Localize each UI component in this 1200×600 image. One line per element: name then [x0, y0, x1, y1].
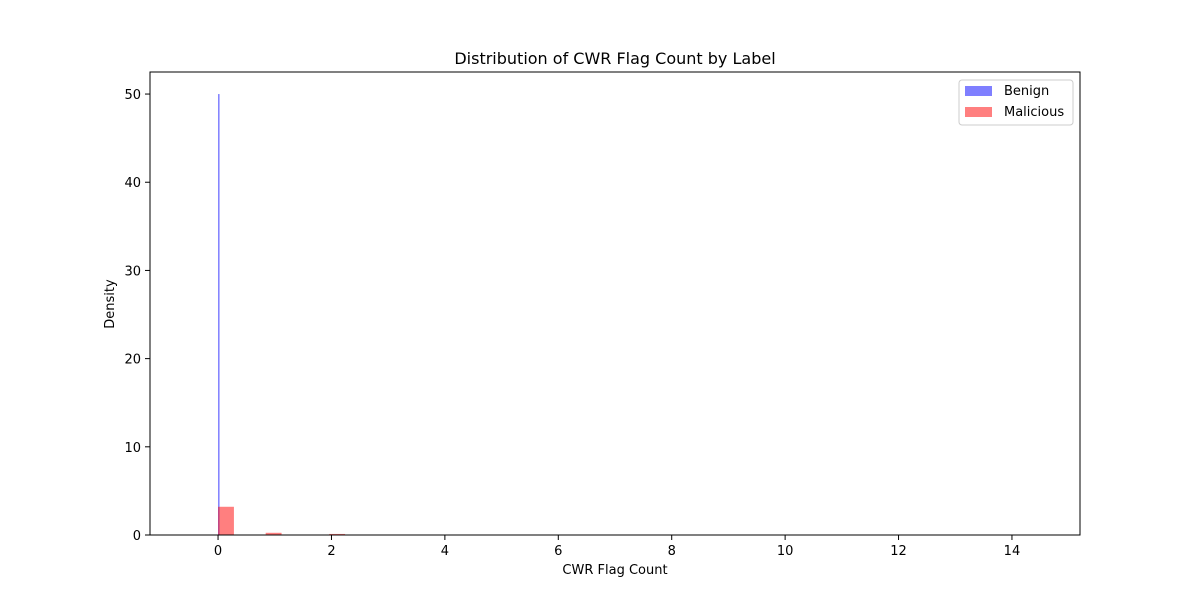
- x-tick-label: 4: [441, 544, 449, 559]
- legend-swatch-malicious: [965, 107, 992, 117]
- chart-title: Distribution of CWR Flag Count by Label: [454, 49, 775, 68]
- y-axis-label: Density: [103, 279, 118, 329]
- x-tick-label: 2: [327, 544, 335, 559]
- y-tick-label: 0: [133, 529, 141, 544]
- x-tick-label: 10: [777, 544, 794, 559]
- x-tick-label: 0: [214, 544, 222, 559]
- plot-frame: [149, 71, 1081, 536]
- y-tick-label: 20: [124, 353, 141, 368]
- legend: Benign Malicious: [958, 79, 1074, 126]
- x-tick-label: 6: [554, 544, 562, 559]
- x-tick-label: 14: [1004, 544, 1021, 559]
- y-tick-label: 10: [124, 441, 141, 456]
- bar-malicious: [329, 533, 346, 535]
- legend-label-malicious: Malicious: [1004, 105, 1064, 120]
- y-tick-label: 30: [124, 264, 141, 279]
- y-tick-label: 40: [124, 176, 141, 191]
- y-axis-ticks: 0 10 20 30 40 50: [124, 88, 150, 544]
- x-tick-label: 12: [890, 544, 907, 559]
- x-axis-label: CWR Flag Count: [562, 563, 667, 578]
- bar-malicious: [218, 506, 234, 535]
- legend-swatch-benign: [965, 86, 992, 96]
- bar-malicious: [265, 532, 282, 535]
- legend-label-benign: Benign: [1004, 84, 1049, 99]
- y-tick-label: 50: [124, 88, 141, 103]
- x-tick-label: 8: [668, 544, 676, 559]
- bar-benign: [218, 94, 220, 536]
- x-axis-ticks: 0 2 4 6 8 10 12 14: [214, 535, 1020, 559]
